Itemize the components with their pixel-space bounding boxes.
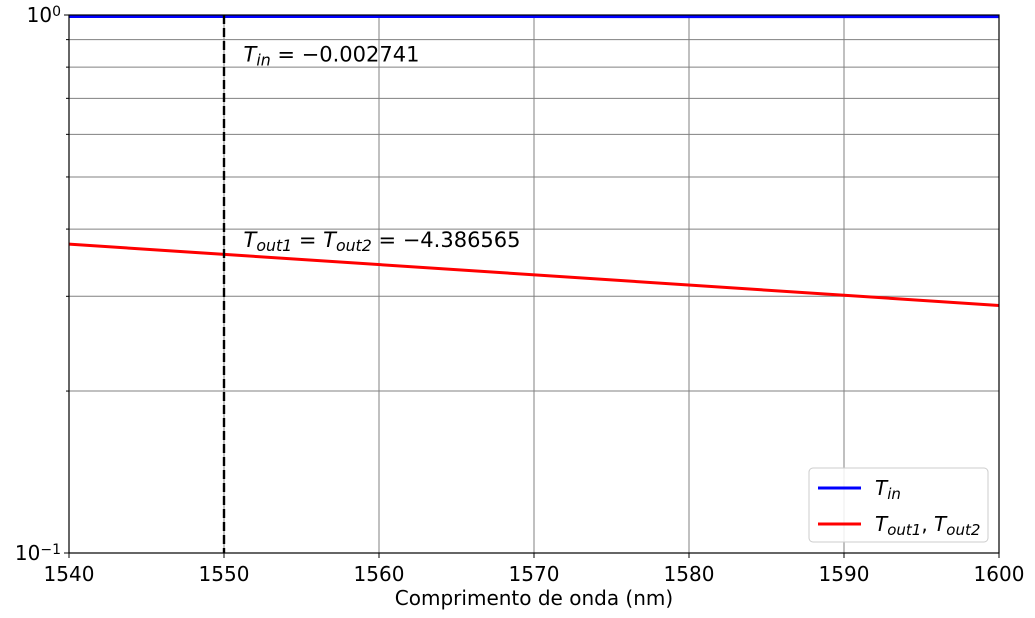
annotation-part: T (244, 43, 259, 67)
legend-sep: , (921, 512, 934, 536)
x-tick-label: 1560 (354, 562, 405, 586)
x-tick-label: 1600 (974, 562, 1025, 586)
y-tick-base: 10 (27, 3, 52, 27)
x-axis-label: Comprimento de onda (nm) (395, 586, 673, 610)
x-tick-label: 1590 (819, 562, 870, 586)
annotation-var: T (323, 228, 338, 252)
annotation-eq: = (292, 228, 323, 252)
annotation-part: = −4.386565 (372, 228, 521, 252)
legend-sub: out1 (887, 521, 921, 539)
annotation-part: = −0.002741 (271, 43, 420, 67)
annotation-part: out2 (336, 236, 372, 255)
annotation-part: T (244, 228, 259, 252)
annotation-1: Tout1 = Tout2 = −4.386565 (244, 228, 521, 255)
legend-var: T (934, 512, 948, 536)
y-tick-exponent: 0 (52, 4, 61, 20)
legend-entry-0: Tin (875, 476, 901, 503)
y-tick-label: 10−1 (15, 541, 61, 565)
x-tick-label: 1580 (664, 562, 715, 586)
y-tick-base: 10 (15, 541, 40, 565)
legend-sub: in (887, 485, 901, 503)
legend-var: T (875, 476, 889, 500)
x-tick-label: 1540 (44, 562, 95, 586)
x-tick-label: 1550 (199, 562, 250, 586)
annotation-part: in (256, 51, 270, 70)
y-tick-label: 100 (27, 3, 61, 27)
y-tick-exponent: −1 (40, 542, 61, 558)
annotation-part: out1 (256, 236, 292, 255)
annotation-0: Tin = −0.002741 (244, 43, 420, 70)
legend-var: T (875, 512, 889, 536)
legend-sub: out2 (946, 521, 980, 539)
legend-entry-1: Tout1, Tout2 (875, 512, 980, 539)
x-tick-label: 1570 (509, 562, 560, 586)
